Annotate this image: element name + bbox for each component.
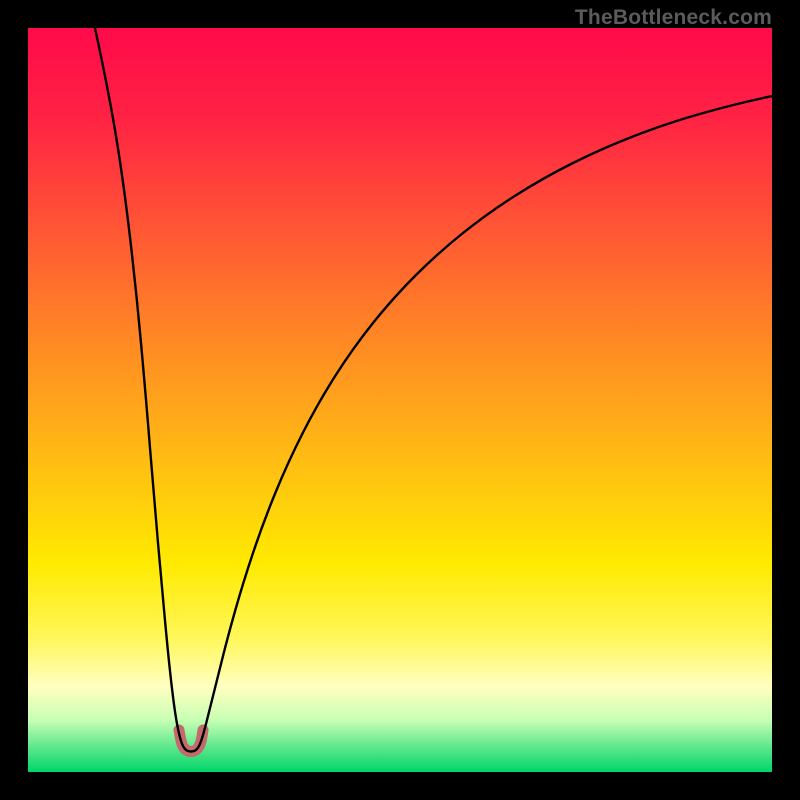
watermark-label: TheBottleneck.com (575, 6, 772, 30)
bottleneck-curve (95, 28, 772, 752)
bottleneck-marker (179, 730, 203, 752)
curve-layer (28, 28, 772, 772)
plot-area (28, 28, 772, 772)
chart-frame: TheBottleneck.com (0, 0, 800, 800)
